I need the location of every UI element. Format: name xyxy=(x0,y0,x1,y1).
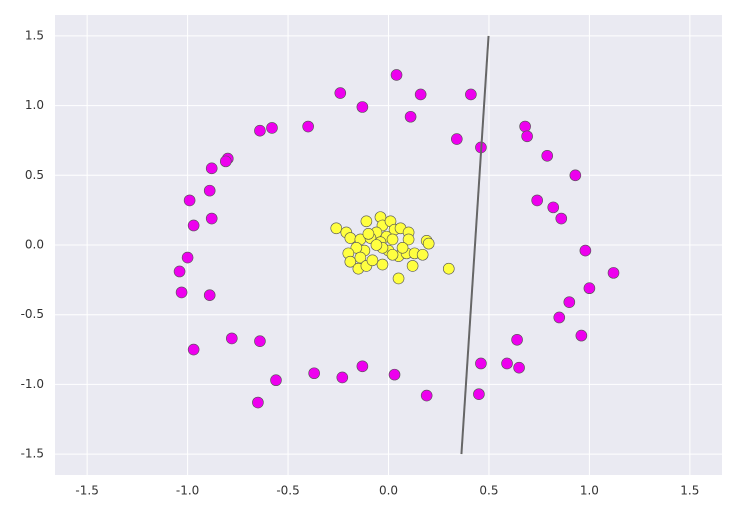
point xyxy=(501,357,513,370)
point xyxy=(219,155,232,168)
point xyxy=(330,222,343,235)
point xyxy=(360,215,373,228)
point xyxy=(420,389,433,402)
point xyxy=(205,212,218,225)
point xyxy=(266,122,278,134)
point xyxy=(175,286,188,299)
point xyxy=(181,251,194,264)
point xyxy=(475,357,487,370)
point xyxy=(416,248,429,261)
y-tick-label: 1.5 xyxy=(25,28,44,42)
point xyxy=(541,149,554,162)
point xyxy=(302,120,314,133)
point xyxy=(513,361,525,374)
point xyxy=(392,272,405,285)
point xyxy=(254,335,266,347)
x-tick-label: 0.0 xyxy=(379,484,398,498)
point xyxy=(451,133,463,145)
point xyxy=(547,201,560,214)
point xyxy=(187,219,200,232)
x-tick-label: 1.0 xyxy=(580,484,599,498)
point xyxy=(531,194,543,207)
point xyxy=(404,110,417,123)
x-tick-label: 1.5 xyxy=(680,484,699,498)
point xyxy=(473,388,485,400)
y-tick-label: -1.5 xyxy=(21,447,44,461)
point xyxy=(575,329,588,342)
point xyxy=(344,232,357,244)
point xyxy=(583,282,596,295)
point xyxy=(356,101,369,113)
point xyxy=(386,233,399,246)
point xyxy=(356,360,369,373)
y-tick-label: -1.0 xyxy=(21,377,44,391)
x-tick-label: -1.0 xyxy=(176,484,199,498)
point xyxy=(203,184,216,197)
point xyxy=(511,333,523,346)
line xyxy=(460,35,490,455)
point xyxy=(254,124,266,137)
point xyxy=(414,88,427,101)
point xyxy=(406,260,419,272)
point xyxy=(203,289,216,301)
point xyxy=(422,237,435,250)
y-tick-label: 0.5 xyxy=(25,168,44,182)
point xyxy=(270,374,282,387)
point xyxy=(350,241,363,254)
y-tick-label: 0.0 xyxy=(25,238,44,252)
point xyxy=(579,244,592,257)
point xyxy=(225,332,238,345)
point xyxy=(386,248,399,261)
y-tick-label: 1.0 xyxy=(25,98,44,112)
point xyxy=(362,228,375,240)
y-tick-label: -0.5 xyxy=(21,307,44,321)
point xyxy=(553,311,566,324)
point xyxy=(370,239,383,251)
point xyxy=(607,267,620,279)
point xyxy=(187,343,200,356)
x-tick-label: 0.5 xyxy=(479,484,498,498)
point xyxy=(555,212,568,225)
point xyxy=(308,367,320,380)
point xyxy=(442,262,455,275)
point xyxy=(519,120,531,133)
point xyxy=(388,368,401,381)
x-tick-label: -0.5 xyxy=(276,484,299,498)
point xyxy=(390,69,403,81)
point xyxy=(366,254,379,267)
point xyxy=(563,296,576,308)
point xyxy=(569,169,582,182)
point xyxy=(465,88,477,101)
point xyxy=(344,255,357,268)
point xyxy=(402,233,415,246)
point xyxy=(336,371,349,384)
point xyxy=(396,241,409,254)
point xyxy=(521,130,533,143)
point xyxy=(252,396,264,409)
point xyxy=(205,162,218,175)
x-tick-label: -1.5 xyxy=(75,484,98,498)
point xyxy=(183,194,196,207)
point xyxy=(354,251,367,264)
point xyxy=(376,258,389,271)
point xyxy=(334,87,347,99)
point xyxy=(173,265,186,278)
